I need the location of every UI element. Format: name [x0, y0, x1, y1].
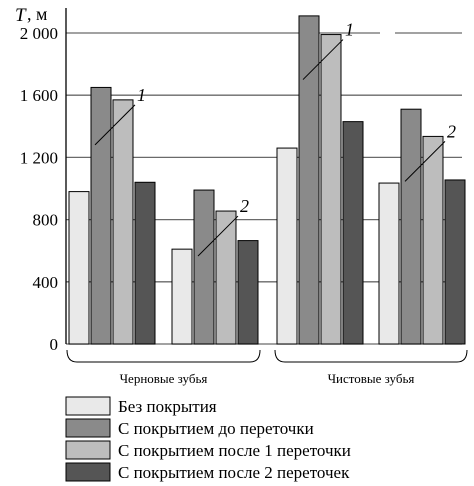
bar	[342, 121, 364, 345]
bar	[134, 181, 156, 345]
legend-label: Без покрытия	[118, 397, 217, 416]
bar	[276, 147, 298, 345]
bar	[112, 99, 134, 345]
bar	[237, 240, 259, 345]
y-tick-label: 0	[50, 335, 59, 354]
y-tick-label: 800	[33, 211, 59, 230]
annotation-label: 1	[345, 20, 354, 40]
y-tick-label: 1 600	[20, 86, 58, 105]
bar	[90, 86, 112, 345]
bar	[378, 182, 400, 345]
annotation-leader	[197, 215, 239, 257]
annotation-leader	[94, 104, 136, 146]
group-label: Черновые зубья	[120, 371, 208, 386]
group-labels: Черновые зубья Чистовые зубья	[66, 349, 468, 386]
bar	[444, 179, 466, 345]
group-bracket	[66, 349, 261, 363]
legend-label: С покрытием до переточки	[118, 419, 314, 438]
annotations: 1 2 1 2	[94, 20, 456, 257]
legend-swatch	[65, 440, 111, 460]
annotation-label: 2	[447, 121, 456, 141]
group-bracket	[274, 349, 468, 363]
bar	[422, 135, 444, 345]
axes: T , м 0 400 800 1 200 1 600 2 000	[15, 4, 67, 354]
legend-swatch	[65, 418, 111, 438]
bar	[68, 191, 90, 345]
y-tick-label: 2 000	[20, 24, 58, 43]
bars	[68, 15, 466, 345]
legend-label: С покрытием после 1 переточки	[118, 441, 351, 460]
legend: Без покрытия С покрытием до переточки С по…	[65, 396, 351, 482]
y-axis-unit: , м	[27, 4, 47, 24]
bar	[171, 248, 193, 345]
bar	[320, 34, 342, 345]
annotation-leader	[302, 39, 344, 80]
legend-label: С покрытием после 2 переточек	[118, 463, 350, 482]
group-label: Чистовые зубья	[328, 371, 415, 386]
bar	[400, 108, 422, 345]
bar	[215, 210, 237, 345]
bar	[193, 189, 215, 345]
annotation-label: 1	[137, 85, 146, 105]
y-tick-label: 1 200	[20, 148, 58, 167]
y-tick-label: 400	[33, 273, 59, 292]
y-axis-symbol: T	[15, 5, 27, 26]
legend-swatch	[65, 396, 111, 416]
legend-swatch	[65, 462, 111, 482]
annotation-label: 2	[240, 196, 249, 216]
annotation-leader	[404, 141, 446, 182]
bar	[298, 15, 320, 345]
